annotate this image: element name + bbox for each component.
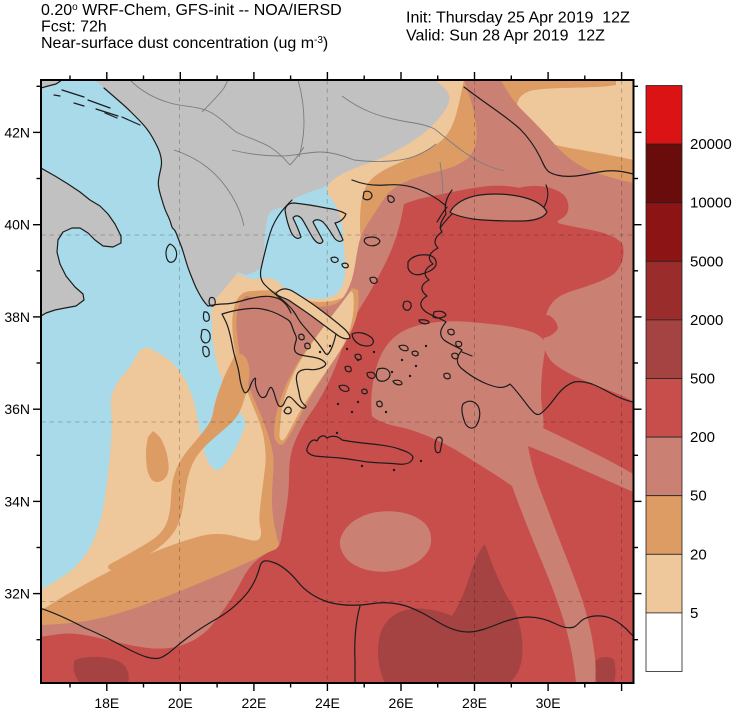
svg-text:10000: 10000 <box>690 195 732 212</box>
svg-text:500: 500 <box>690 371 715 388</box>
svg-text:26E: 26E <box>389 695 414 709</box>
svg-text:5: 5 <box>690 605 698 622</box>
svg-text:0.20o WRF-Chem, GFS-init -- NO: 0.20o WRF-Chem, GFS-init -- NOA/IERSD <box>41 2 342 19</box>
svg-text:50: 50 <box>690 488 707 505</box>
svg-text:34N: 34N <box>4 493 30 509</box>
svg-text:Init: Thursday 25 Apr 2019 12: Init: Thursday 25 Apr 2019 12Z <box>406 10 630 27</box>
svg-text:24E: 24E <box>315 695 340 709</box>
svg-text:42N: 42N <box>4 124 30 140</box>
svg-text:Valid: Sun 28 Apr 2019 12Z: Valid: Sun 28 Apr 2019 12Z <box>406 28 605 45</box>
svg-text:5000: 5000 <box>690 253 723 270</box>
svg-text:200: 200 <box>690 429 715 446</box>
svg-text:28E: 28E <box>462 695 487 709</box>
svg-text:30E: 30E <box>536 695 561 709</box>
svg-text:18E: 18E <box>94 695 119 709</box>
svg-text:36N: 36N <box>4 401 30 417</box>
svg-text:2000: 2000 <box>690 312 723 329</box>
svg-text:Fcst: 72h: Fcst: 72h <box>41 19 107 36</box>
svg-text:40N: 40N <box>4 217 30 233</box>
svg-text:32N: 32N <box>4 586 30 602</box>
svg-text:20: 20 <box>690 546 707 563</box>
svg-text:38N: 38N <box>4 309 30 325</box>
svg-text:20000: 20000 <box>690 136 732 153</box>
svg-text:22E: 22E <box>241 695 266 709</box>
svg-text:20E: 20E <box>168 695 193 709</box>
svg-text:Near-surface dust concentratio: Near-surface dust concentration (ug m-3) <box>41 35 328 52</box>
